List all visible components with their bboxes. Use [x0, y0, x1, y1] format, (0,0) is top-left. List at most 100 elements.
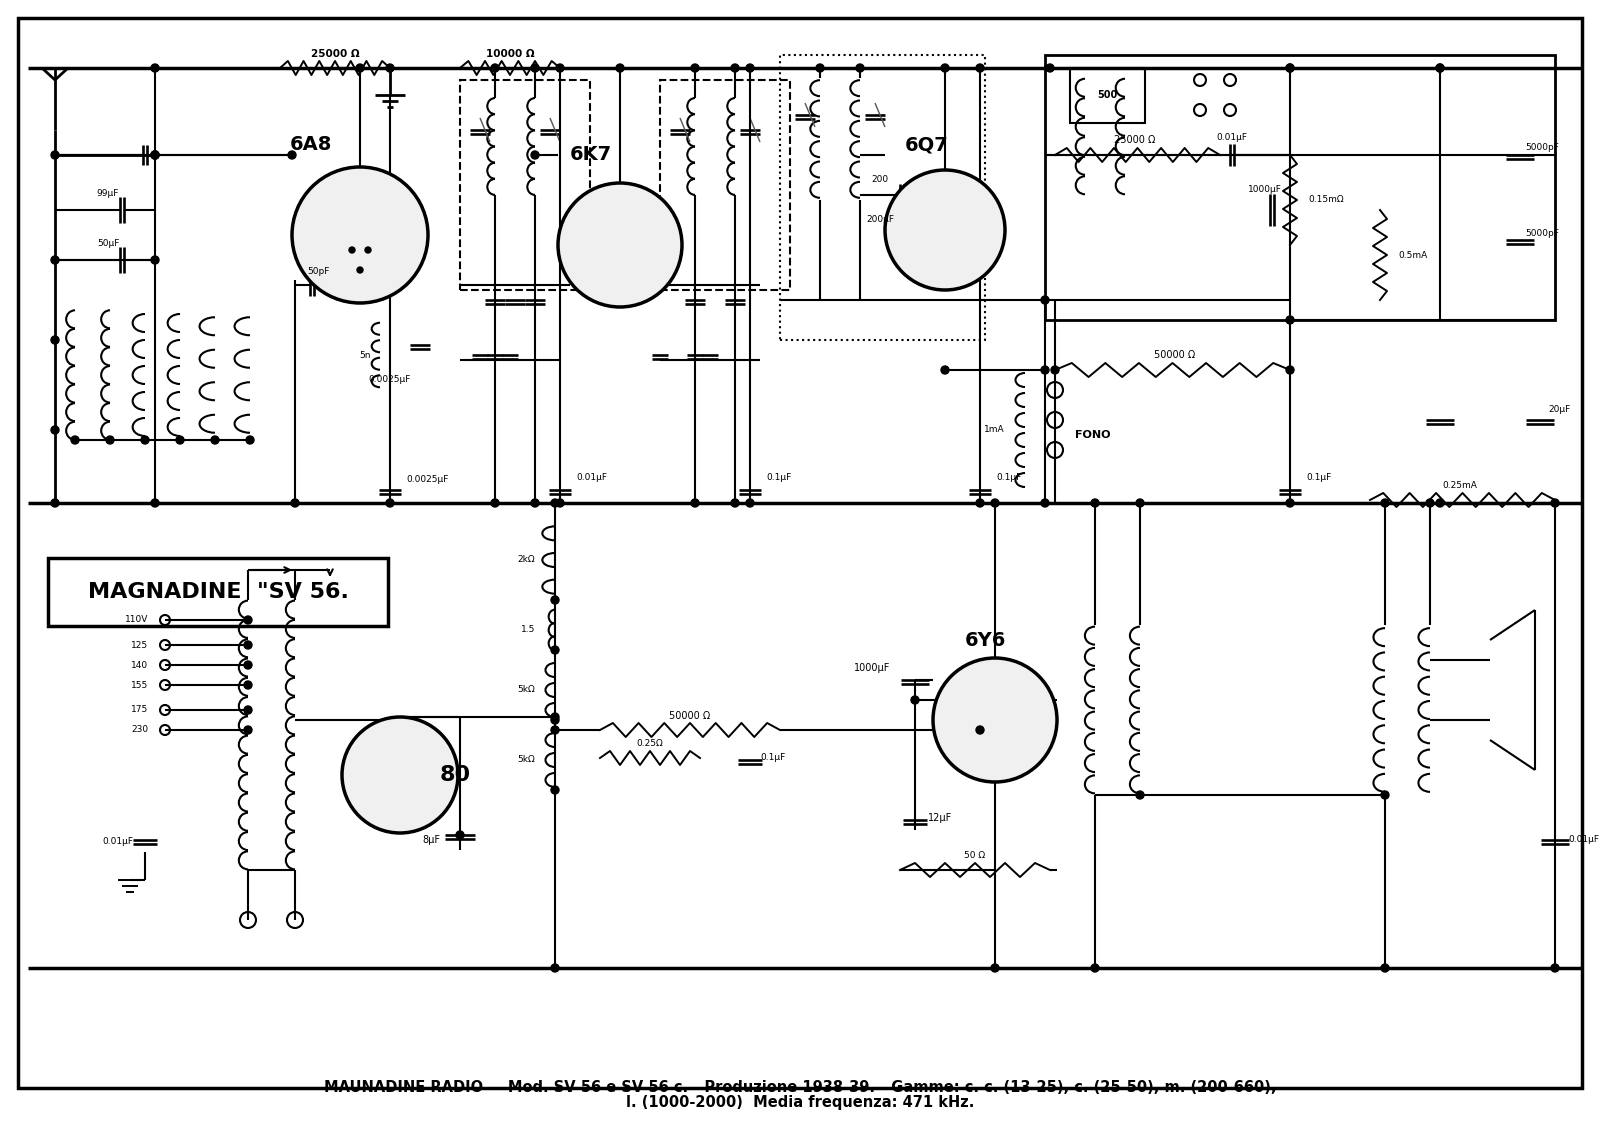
- Circle shape: [531, 64, 539, 72]
- Circle shape: [1437, 499, 1443, 507]
- Circle shape: [150, 152, 158, 159]
- Circle shape: [885, 170, 1005, 290]
- Text: 0.01μF: 0.01μF: [102, 837, 133, 846]
- Circle shape: [1550, 499, 1558, 507]
- Text: MAUNADINE RADIO — Mod. SV 56 e SV 56 c. - Produzione 1938-39. - Gamme: c. c. (13: MAUNADINE RADIO — Mod. SV 56 e SV 56 c. …: [323, 1079, 1277, 1095]
- Circle shape: [349, 247, 355, 253]
- Circle shape: [1437, 64, 1443, 72]
- Text: 5kΩ: 5kΩ: [517, 756, 534, 765]
- Circle shape: [355, 64, 365, 72]
- Circle shape: [976, 64, 984, 72]
- Circle shape: [990, 499, 998, 507]
- Circle shape: [616, 64, 624, 72]
- Circle shape: [243, 661, 253, 670]
- Text: 8μF: 8μF: [422, 835, 440, 845]
- Circle shape: [731, 499, 739, 507]
- Circle shape: [51, 426, 59, 434]
- Text: 0.01μF: 0.01μF: [576, 474, 606, 483]
- Circle shape: [51, 499, 59, 507]
- Circle shape: [243, 726, 253, 734]
- Text: 5n: 5n: [360, 351, 371, 360]
- Circle shape: [550, 716, 558, 724]
- Circle shape: [550, 786, 558, 794]
- Circle shape: [51, 152, 59, 159]
- Circle shape: [1381, 964, 1389, 972]
- Circle shape: [1286, 316, 1294, 323]
- Text: 50pF: 50pF: [307, 267, 330, 276]
- Circle shape: [550, 713, 558, 720]
- Text: 0.1μF: 0.1μF: [1306, 474, 1331, 483]
- Text: 50000 Ω: 50000 Ω: [669, 711, 710, 720]
- Circle shape: [1437, 64, 1443, 72]
- Circle shape: [1042, 296, 1050, 304]
- Text: 140: 140: [131, 661, 147, 670]
- Circle shape: [243, 616, 253, 624]
- Text: 500: 500: [1098, 90, 1117, 100]
- Circle shape: [150, 152, 158, 159]
- Circle shape: [976, 499, 984, 507]
- Circle shape: [1042, 366, 1050, 374]
- Circle shape: [243, 641, 253, 649]
- Circle shape: [856, 64, 864, 72]
- Text: 10000 Ω: 10000 Ω: [486, 49, 534, 59]
- Circle shape: [150, 256, 158, 264]
- Circle shape: [1042, 499, 1050, 507]
- Circle shape: [51, 336, 59, 344]
- Circle shape: [550, 646, 558, 654]
- Text: 1000μF: 1000μF: [1248, 185, 1282, 195]
- Text: 0.1μF: 0.1μF: [766, 474, 792, 483]
- Circle shape: [386, 64, 394, 72]
- Text: 50000 Ω: 50000 Ω: [1154, 349, 1195, 360]
- Circle shape: [1381, 499, 1389, 507]
- Circle shape: [1046, 64, 1054, 72]
- Circle shape: [550, 964, 558, 972]
- Circle shape: [1136, 499, 1144, 507]
- Text: 230: 230: [131, 725, 147, 734]
- Circle shape: [1426, 499, 1434, 507]
- Circle shape: [1091, 499, 1099, 507]
- Text: 0.0025μF: 0.0025μF: [406, 475, 448, 484]
- Circle shape: [1286, 64, 1294, 72]
- Text: 125: 125: [131, 640, 147, 649]
- Circle shape: [550, 596, 558, 604]
- Text: 175: 175: [131, 706, 147, 715]
- Bar: [48, 558, 387, 625]
- Text: 0.1μF: 0.1μF: [760, 753, 786, 762]
- Circle shape: [1286, 366, 1294, 374]
- Circle shape: [386, 499, 394, 507]
- Text: 2kΩ: 2kΩ: [517, 555, 534, 564]
- Text: 5kΩ: 5kΩ: [517, 685, 534, 694]
- Circle shape: [491, 499, 499, 507]
- Circle shape: [557, 64, 563, 72]
- Bar: [1070, 68, 1146, 123]
- Circle shape: [141, 435, 149, 444]
- Circle shape: [1051, 366, 1059, 374]
- Text: 50 Ω: 50 Ω: [965, 852, 986, 861]
- Text: 25000 Ω: 25000 Ω: [310, 49, 360, 59]
- Text: 0.01μF: 0.01μF: [1568, 836, 1598, 845]
- Text: 12μF: 12μF: [928, 813, 952, 823]
- Circle shape: [342, 717, 458, 834]
- Text: 6Y6: 6Y6: [965, 630, 1006, 649]
- Circle shape: [243, 681, 253, 689]
- Circle shape: [816, 64, 824, 72]
- Circle shape: [910, 696, 918, 703]
- Text: 1mA: 1mA: [984, 425, 1005, 434]
- Text: FONO: FONO: [1075, 430, 1110, 440]
- Circle shape: [731, 64, 739, 72]
- Bar: [781, 55, 986, 340]
- Circle shape: [176, 435, 184, 444]
- Text: 99μF: 99μF: [98, 189, 118, 198]
- Text: 200: 200: [872, 175, 888, 184]
- Circle shape: [1286, 64, 1294, 72]
- Circle shape: [691, 64, 699, 72]
- Text: 0.0025μF: 0.0025μF: [370, 375, 411, 385]
- Circle shape: [243, 706, 253, 714]
- Circle shape: [976, 726, 984, 734]
- Text: MAGNADINE  "SV 56.: MAGNADINE "SV 56.: [88, 582, 349, 602]
- Text: 25000 Ω: 25000 Ω: [1114, 135, 1155, 145]
- Text: 6Q7: 6Q7: [906, 136, 949, 155]
- Circle shape: [990, 964, 998, 972]
- Circle shape: [550, 499, 558, 507]
- Circle shape: [365, 247, 371, 253]
